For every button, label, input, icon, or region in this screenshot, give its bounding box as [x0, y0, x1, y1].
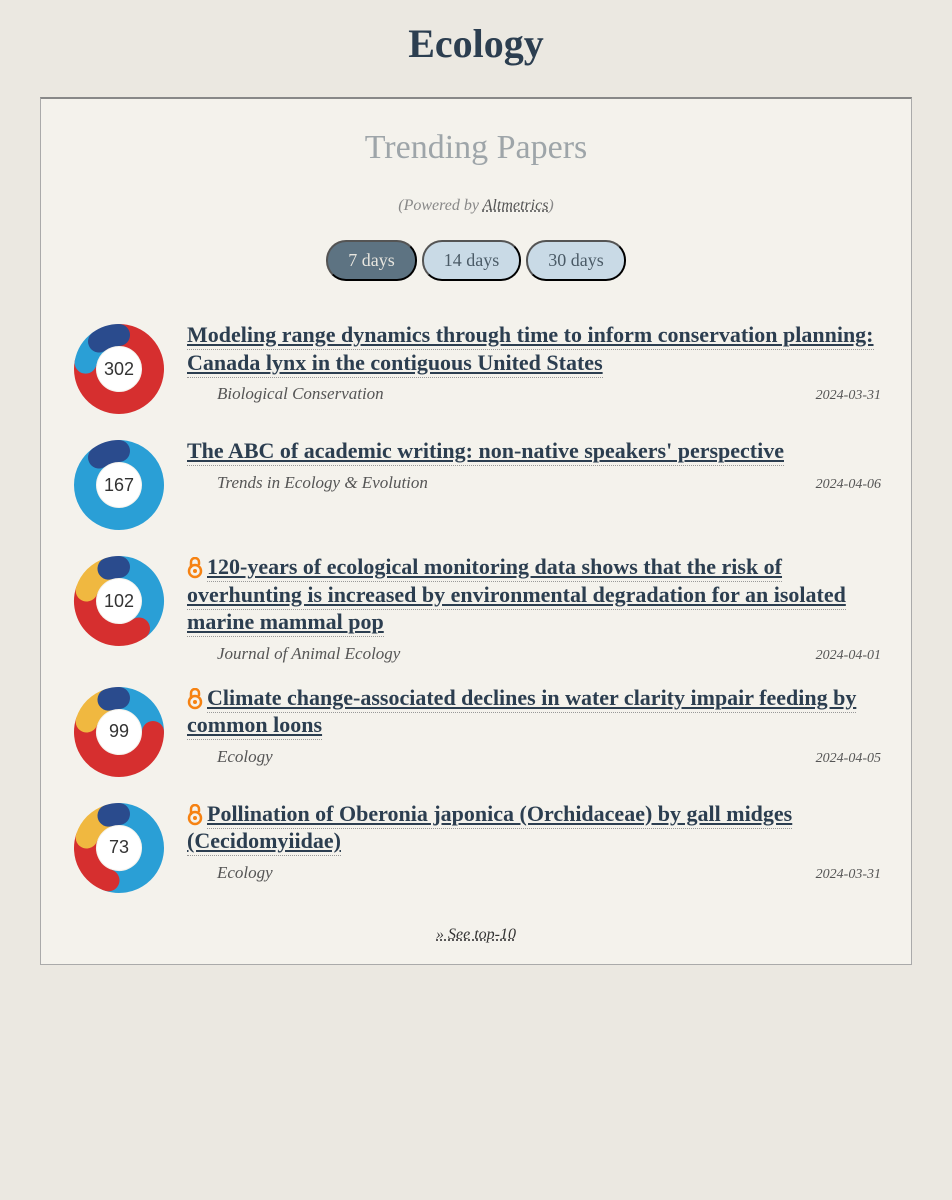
- paper-title-wrap: Climate change-associated declines in wa…: [187, 684, 881, 739]
- paper-journal: Ecology: [217, 747, 273, 767]
- altmetric-score: 102: [97, 579, 141, 623]
- altmetric-donut[interactable]: 167: [71, 437, 167, 533]
- paper-date: 2024-03-31: [816, 867, 881, 883]
- altmetric-score: 302: [97, 347, 141, 391]
- altmetric-donut[interactable]: 99: [71, 684, 167, 780]
- paper-journal: Biological Conservation: [217, 384, 384, 404]
- open-access-icon: [187, 557, 203, 580]
- tab-7-days[interactable]: 7 days: [326, 240, 417, 281]
- powered-suffix: ): [548, 197, 553, 214]
- paper-body: The ABC of academic writing: non-native …: [187, 437, 881, 493]
- altmetrics-link[interactable]: Altmetrics: [483, 197, 549, 214]
- paper-date: 2024-03-31: [816, 388, 881, 404]
- paper-title-wrap: The ABC of academic writing: non-native …: [187, 437, 881, 465]
- open-access-icon: [187, 688, 203, 711]
- altmetric-score: 73: [97, 826, 141, 870]
- paper-date: 2024-04-01: [816, 648, 881, 664]
- tab-30-days[interactable]: 30 days: [526, 240, 626, 281]
- paper-title-link[interactable]: Pollination of Oberonia japonica (Orchid…: [187, 801, 792, 857]
- paper-item: 102 120-years of ecological monitoring da…: [71, 553, 881, 664]
- open-access-icon: [187, 804, 203, 827]
- powered-prefix: (Powered by: [398, 197, 482, 214]
- paper-list: 302 Modeling range dynamics through time …: [71, 321, 881, 896]
- see-more-row: » See top-10: [71, 926, 881, 944]
- paper-body: Pollination of Oberonia japonica (Orchid…: [187, 800, 881, 883]
- altmetric-score: 99: [97, 710, 141, 754]
- paper-body: Modeling range dynamics through time to …: [187, 321, 881, 404]
- tab-14-days[interactable]: 14 days: [422, 240, 522, 281]
- paper-journal: Ecology: [217, 863, 273, 883]
- altmetric-donut[interactable]: 102: [71, 553, 167, 649]
- time-range-tabs: 7 days14 days30 days: [71, 240, 881, 281]
- altmetric-donut[interactable]: 73: [71, 800, 167, 896]
- paper-title-wrap: Modeling range dynamics through time to …: [187, 321, 881, 376]
- page-title: Ecology: [0, 20, 952, 67]
- paper-meta: Biological Conservation 2024-03-31: [187, 384, 881, 404]
- paper-title-link[interactable]: Climate change-associated declines in wa…: [187, 685, 856, 741]
- paper-body: 120-years of ecological monitoring data …: [187, 553, 881, 664]
- paper-title-link[interactable]: Modeling range dynamics through time to …: [187, 322, 874, 378]
- paper-item: 73 Pollination of Oberonia japonica (Orch…: [71, 800, 881, 896]
- paper-item: 302 Modeling range dynamics through time …: [71, 321, 881, 417]
- paper-title-wrap: 120-years of ecological monitoring data …: [187, 553, 881, 636]
- altmetric-score: 167: [97, 463, 141, 507]
- trending-card: Trending Papers (Powered by Altmetrics) …: [40, 97, 912, 965]
- paper-meta: Journal of Animal Ecology 2024-04-01: [187, 644, 881, 664]
- paper-journal: Trends in Ecology & Evolution: [217, 473, 428, 493]
- paper-body: Climate change-associated declines in wa…: [187, 684, 881, 767]
- paper-meta: Ecology 2024-03-31: [187, 863, 881, 883]
- paper-item: 99 Climate change-associated declines in …: [71, 684, 881, 780]
- powered-by: (Powered by Altmetrics): [71, 197, 881, 215]
- paper-title-link[interactable]: 120-years of ecological monitoring data …: [187, 554, 846, 637]
- paper-title-wrap: Pollination of Oberonia japonica (Orchid…: [187, 800, 881, 855]
- section-title: Trending Papers: [71, 129, 881, 167]
- paper-meta: Trends in Ecology & Evolution 2024-04-06: [187, 473, 881, 493]
- paper-journal: Journal of Animal Ecology: [217, 644, 400, 664]
- paper-meta: Ecology 2024-04-05: [187, 747, 881, 767]
- paper-date: 2024-04-06: [816, 477, 881, 493]
- paper-item: 167 The ABC of academic writing: non-nati…: [71, 437, 881, 533]
- see-top-10-link[interactable]: » See top-10: [436, 926, 516, 943]
- paper-date: 2024-04-05: [816, 751, 881, 767]
- paper-title-link[interactable]: The ABC of academic writing: non-native …: [187, 438, 784, 466]
- altmetric-donut[interactable]: 302: [71, 321, 167, 417]
